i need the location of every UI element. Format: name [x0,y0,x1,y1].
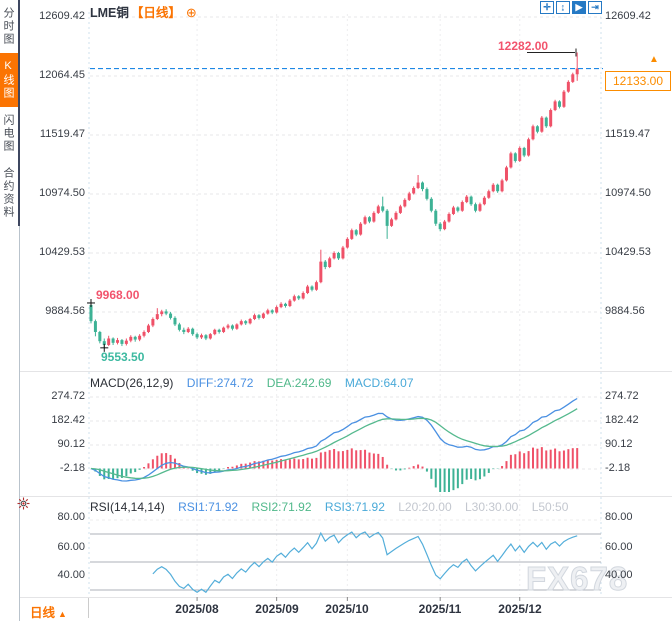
pan-icon[interactable]: ▶ [572,1,586,14]
symbol-name: LME铜 [90,6,129,20]
high-price-label: 12282.00 [498,39,549,53]
y-axis-label: 12609.42 [39,10,85,22]
sidebar-tab-kline[interactable]: K线图 [0,53,18,107]
y-axis-label: 9884.56 [605,305,645,317]
y-axis-label: 10429.53 [39,246,85,258]
period-selector-label: 日线 [30,606,56,620]
crosshair-icon[interactable]: ✛ [540,1,554,14]
axis-divider [88,598,89,618]
x-axis-label: 2025/10 [325,602,369,616]
macd-diff-value: DIFF:274.72 [186,376,254,390]
rsi-axis-label: 60.00 [57,541,85,553]
sidebar: 分时图 K线图 闪电图 合约资料 [0,0,20,621]
current-price-badge: 12133.00 [605,71,671,91]
rsi-axis-label: 40.00 [605,569,633,581]
rsi-l20-value: L20:20.00 [398,500,452,514]
chart-title: LME铜 【日线】 ⊕ [90,2,197,21]
watermark: FX678 [525,560,629,598]
period-tag: 【日线】 [130,6,181,20]
chart-toolbar: ✛ ↨ ▶ ⇥ [540,1,602,14]
y-axis-label: 9884.56 [45,305,85,317]
macd-hist-value: MACD:64.07 [344,376,414,390]
x-axis-label: 2025/11 [418,602,462,616]
indicator-settings-icon[interactable] [17,497,30,510]
sidebar-tabs: 分时图 K线图 闪电图 合约资料 [0,0,20,226]
y-axis-label: 11519.47 [605,128,651,140]
period-selector[interactable]: 日线 ▲ [30,602,67,621]
y-axis-label: 12064.45 [39,69,85,81]
y-axis-label: 10974.50 [605,187,651,199]
axis-zoom-icon[interactable]: ↨ [556,1,570,14]
x-axis-label: 2025/08 [175,602,219,616]
macd-axis-label: 182.42 [51,414,85,426]
chevron-up-icon: ▲ [58,609,67,619]
exit-chart-icon[interactable]: ⇥ [588,1,602,14]
macd-header: MACD(26,12,9) DIFF:274.72 DEA:242.69 MAC… [90,376,424,390]
macd-dea-value: DEA:242.69 [266,376,332,390]
macd-axis-label: 90.12 [57,438,85,450]
x-axis-label: 2025/12 [498,602,542,616]
macd-title: MACD(26,12,9) [90,376,174,390]
rsi1-value: RSI1:71.92 [178,500,239,514]
add-indicator-icon[interactable]: ⊕ [185,5,197,20]
low-price-label: 9553.50 [101,350,145,364]
macd-axis-label: 274.72 [51,390,85,402]
y-axis-label: 10429.53 [605,246,651,258]
rsi-title: RSI(14,14,14) [90,500,165,514]
rsi-axis-label: 40.00 [57,569,85,581]
rsi2-value: RSI2:71.92 [251,500,312,514]
rsi-l50-value: L50:50 [531,500,569,514]
y-axis-label: 12609.42 [605,10,651,22]
y-axis-label: 11519.47 [39,128,85,140]
macd-axis-label: -2.18 [59,462,85,474]
sidebar-tab-contract-info[interactable]: 合约资料 [0,160,18,226]
rsi3-value: RSI3:71.92 [324,500,385,514]
price-up-arrow-icon: ▲ [649,54,659,65]
rsi-axis-label: 80.00 [605,511,633,523]
x-axis-label: 2025/09 [255,602,299,616]
rsi-header: RSI(14,14,14) RSI1:71.92 RSI2:71.92 RSI3… [90,500,578,514]
sidebar-tab-lightning[interactable]: 闪电图 [0,107,18,160]
macd-axis-label: 90.12 [605,438,633,450]
rsi-axis-label: 60.00 [605,541,633,553]
rsi-axis-label: 80.00 [57,511,85,523]
first-bar-high-label: 9968.00 [96,288,140,302]
macd-axis-label: -2.18 [605,462,631,474]
macd-axis-label: 182.42 [605,414,639,426]
sidebar-tab-timeshare[interactable]: 分时图 [0,0,18,53]
macd-axis-label: 274.72 [605,390,639,402]
y-axis-label: 10974.50 [39,187,85,199]
rsi-l30-value: L30:30.00 [464,500,519,514]
